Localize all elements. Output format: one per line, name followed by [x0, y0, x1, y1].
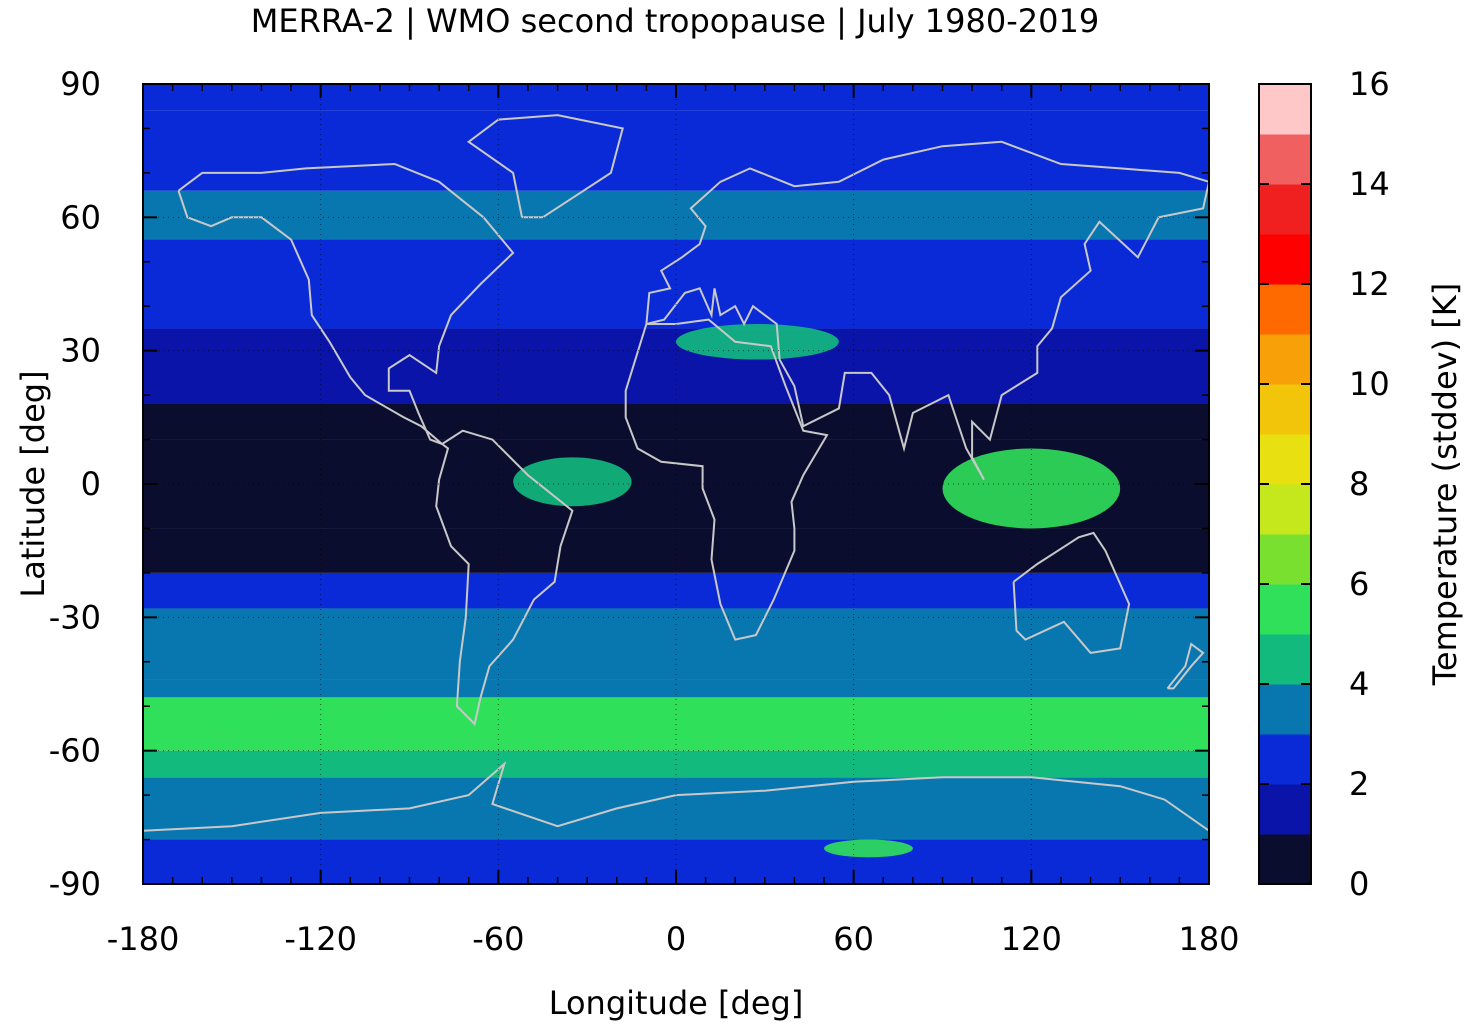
- x-tick-label: 180: [1178, 920, 1239, 958]
- colorbar-tick-label: 12: [1349, 265, 1390, 303]
- colorbar-segment-14: [1259, 134, 1311, 185]
- x-tick-label: -180: [107, 920, 180, 958]
- colorbar-segment-7: [1259, 484, 1311, 535]
- band-7: [143, 572, 1209, 609]
- coastline-5: [1012, 531, 1131, 654]
- coastline-6: [143, 760, 1209, 832]
- grid-lines: [143, 84, 1209, 884]
- hotspot-0: [942, 448, 1121, 529]
- hotspots: [202, 324, 1209, 858]
- colorbar-segment-1: [1259, 784, 1311, 835]
- colorbar-tick-label: 14: [1349, 165, 1390, 203]
- coastline-2: [466, 114, 624, 219]
- x-axis-label: Longitude [deg]: [549, 984, 804, 1022]
- hotspot-1: [513, 457, 632, 507]
- coastline-1: [435, 429, 574, 726]
- colorbar-tick-label: 0: [1349, 865, 1369, 903]
- y-tick-label: 90: [60, 65, 101, 103]
- coastline-4: [645, 140, 1209, 481]
- band-13: [143, 190, 1209, 240]
- y-tick-label: 60: [60, 198, 101, 236]
- hotspot-4: [824, 839, 913, 858]
- x-tick-label: -120: [284, 920, 357, 958]
- y-tick-label: -60: [49, 732, 101, 770]
- colorbar-segment-6: [1259, 534, 1311, 585]
- hotspot-2: [676, 324, 839, 360]
- coastline-3: [624, 318, 829, 641]
- colorbar-segment-2: [1259, 734, 1311, 785]
- x-axis: -180 -120 -60 0 60 120 180: [107, 84, 1240, 958]
- colorbar-segment-0: [1259, 834, 1311, 885]
- band-5: [143, 679, 1209, 698]
- colorbar-segment-4: [1259, 634, 1311, 685]
- x-tick-label: 0: [666, 920, 686, 958]
- colorbar-segment-12: [1259, 234, 1311, 285]
- coastline-0: [177, 162, 515, 445]
- colorbar-tick-label: 8: [1349, 465, 1369, 503]
- y-tick-label: -30: [49, 598, 101, 636]
- colorbar-segment-9: [1259, 384, 1311, 435]
- y-axis: 90 60 30 0 -30 -60 -90: [49, 65, 1209, 903]
- colorbar-segment-8: [1259, 434, 1311, 485]
- colorbar-tick-label: 2: [1349, 765, 1369, 803]
- band-11: [143, 328, 1209, 404]
- colorbar-segment-5: [1259, 584, 1311, 635]
- y-tick-label: 30: [60, 332, 101, 370]
- colorbar: [1259, 84, 1311, 885]
- y-axis-label: Latitude [deg]: [14, 370, 52, 597]
- plot-area: [143, 84, 1209, 884]
- x-tick-label: -60: [472, 920, 524, 958]
- coastlines: [143, 114, 1209, 832]
- coastline-7: [1166, 642, 1205, 690]
- colorbar-segment-13: [1259, 184, 1311, 235]
- chart-title: MERRA-2 | WMO second tropopause | July 1…: [250, 2, 1100, 40]
- colorbar-segment-11: [1259, 284, 1311, 335]
- colorbar-tick-label: 6: [1349, 565, 1369, 603]
- colorbar-segment-10: [1259, 334, 1311, 385]
- hotspot-3: [202, 706, 1209, 742]
- colorbar-tick-label: 10: [1349, 365, 1390, 403]
- colorbar-segment-15: [1259, 84, 1311, 135]
- y-tick-label: -90: [49, 865, 101, 903]
- colorbar-segment-3: [1259, 684, 1311, 735]
- colorbar-ticks: 0 2 4 6 8 10 12 14 16: [1259, 65, 1390, 903]
- y-tick-label: 0: [81, 465, 101, 503]
- x-tick-label: 120: [1001, 920, 1062, 958]
- x-tick-label: 60: [833, 920, 874, 958]
- colorbar-tick-label: 16: [1349, 65, 1390, 103]
- band-14: [143, 110, 1209, 191]
- colorbar-tick-label: 4: [1349, 665, 1369, 703]
- colorbar-label: Temperature (stddev) [K]: [1426, 283, 1464, 686]
- band-8: [143, 528, 1209, 573]
